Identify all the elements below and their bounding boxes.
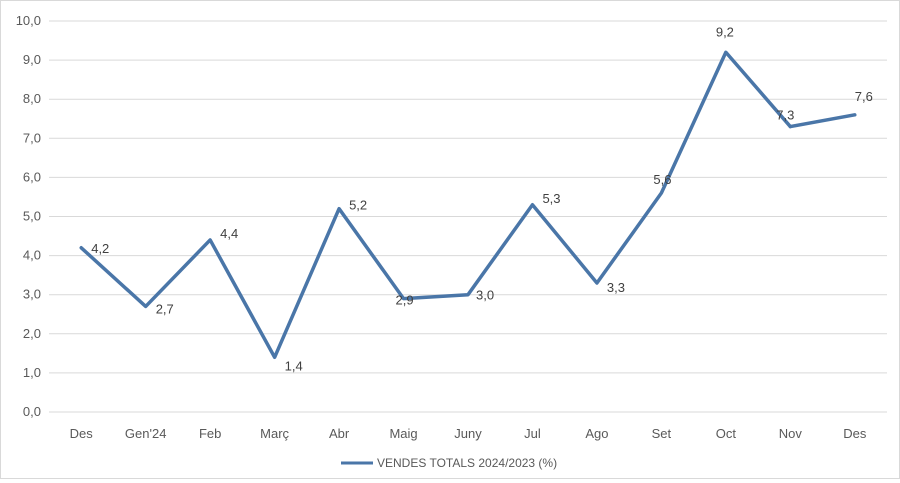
- y-tick-label: 7,0: [23, 130, 41, 145]
- data-label: 5,2: [349, 198, 367, 213]
- y-tick-label: 9,0: [23, 52, 41, 67]
- series-line: [79, 50, 793, 360]
- y-tick-label: 3,0: [23, 287, 41, 302]
- data-label: 1,4: [285, 358, 303, 373]
- series-layer: [79, 50, 857, 360]
- data-label: 9,2: [716, 24, 734, 39]
- y-tick-label: 6,0: [23, 169, 41, 184]
- x-tick-label: Maig: [389, 426, 417, 441]
- y-tick-label: 0,0: [23, 404, 41, 419]
- y-tick-label: 4,0: [23, 248, 41, 263]
- x-tick-label: Jul: [524, 426, 541, 441]
- data-label: 4,2: [91, 241, 109, 256]
- data-label: 5,6: [653, 172, 671, 187]
- y-tick-label: 8,0: [23, 91, 41, 106]
- data-labels: 4,2 2,7 4,4 1,4 5,2 2,9 3,0 5,3 3,3 5,6 9,2 7,3 7,6: [91, 24, 873, 373]
- data-label: 4,4: [220, 226, 238, 241]
- x-axis-ticks: Des Gen'24 Feb Març Abr Maig Juny Jul Ago Set Oct N…: [70, 426, 867, 441]
- y-tick-label: 5,0: [23, 209, 41, 224]
- data-label: 2,9: [396, 293, 414, 308]
- y-tick-label: 10,0: [16, 13, 41, 28]
- legend-label: VENDES TOTALS 2024/2023 (%): [377, 456, 557, 470]
- x-tick-label: Març: [260, 426, 289, 441]
- data-label: 3,0: [476, 288, 494, 303]
- x-tick-label: Nov: [779, 426, 803, 441]
- data-label: 2,7: [156, 301, 174, 316]
- legend: VENDES TOTALS 2024/2023 (%): [341, 456, 557, 470]
- y-tick-label: 1,0: [23, 365, 41, 380]
- x-tick-label: Ago: [585, 426, 608, 441]
- x-tick-label: Feb: [199, 426, 221, 441]
- data-label: 3,3: [607, 280, 625, 295]
- data-label: 5,3: [542, 191, 560, 206]
- series-line: [788, 113, 857, 129]
- x-tick-label: Des: [70, 426, 94, 441]
- y-axis-ticks: 0,0 1,0 2,0 3,0 4,0 5,0 6,0 7,0 8,0 9,0 10,0: [16, 13, 41, 419]
- gridlines: [49, 20, 887, 413]
- x-tick-label: Oct: [716, 426, 737, 441]
- y-tick-label: 2,0: [23, 326, 41, 341]
- x-tick-label: Abr: [329, 426, 350, 441]
- data-label: 7,3: [776, 108, 794, 123]
- x-tick-label: Set: [652, 426, 672, 441]
- x-tick-label: Gen'24: [125, 426, 167, 441]
- data-label: 7,6: [855, 89, 873, 104]
- x-tick-label: Juny: [454, 426, 482, 441]
- x-tick-label: Des: [843, 426, 867, 441]
